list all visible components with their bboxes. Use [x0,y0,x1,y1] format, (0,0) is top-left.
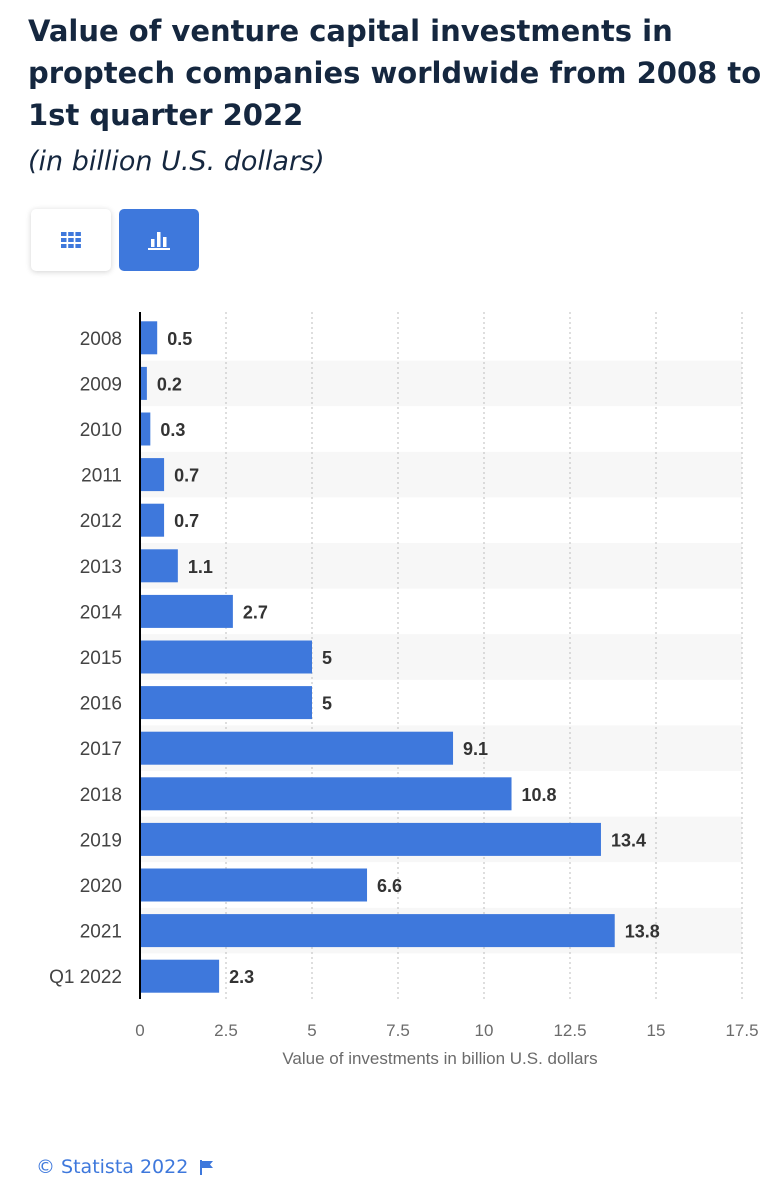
bar[interactable] [140,321,158,355]
chart-subtitle: (in billion U.S. dollars) [28,146,325,177]
footer: © Statista 2022 [36,1156,214,1178]
row-band [140,451,742,498]
x-axis-label: Value of investments in billion U.S. dol… [282,1049,597,1068]
x-tick-label: 2.5 [214,1021,238,1040]
y-tick-label: 2011 [81,466,122,487]
x-tick-label: 7.5 [386,1021,410,1040]
data-label: 2.7 [243,602,268,622]
bar[interactable] [140,686,312,720]
y-tick-label: 2016 [80,694,122,715]
x-tick-label: 15 [647,1021,666,1040]
y-tick-label: 2010 [80,420,122,441]
data-label: 10.8 [522,785,557,805]
bar[interactable] [140,868,368,902]
y-tick-label: Q1 2022 [49,967,122,988]
y-tick-label: 2021 [80,922,122,943]
data-label: 6.6 [377,876,402,896]
bar[interactable] [140,822,601,856]
y-tick-label: 2009 [80,374,122,395]
flag-icon[interactable] [200,1159,214,1175]
x-tick-label: 5 [307,1021,316,1040]
bar[interactable] [140,777,512,811]
bar[interactable] [140,914,615,948]
bar[interactable] [140,412,151,446]
y-tick-label: 2014 [80,602,123,623]
grid-table-icon [61,232,81,248]
bar-chart-icon [148,232,170,250]
bar[interactable] [140,458,165,492]
data-label: 9.1 [463,739,488,759]
bar[interactable] [140,731,454,765]
data-label: 13.8 [625,922,660,942]
copyright-text[interactable]: © Statista 2022 [36,1156,189,1178]
bar[interactable] [140,594,233,628]
data-label: 0.5 [167,329,192,349]
row-band [140,543,742,589]
x-tick-label: 17.5 [725,1021,758,1040]
data-label: 0.3 [160,420,185,440]
x-tick-label: 12.5 [553,1021,586,1040]
y-tick-label: 2020 [80,876,122,897]
y-tick-label: 2018 [80,785,122,806]
bar[interactable] [140,366,147,400]
y-tick-label: 2017 [80,739,122,760]
data-label: 2.3 [229,967,254,987]
data-label: 1.1 [188,557,213,577]
bar[interactable] [140,959,220,993]
chart-title: Value of venture capital investments in … [28,14,762,132]
data-label: 5 [322,648,332,668]
y-tick-label: 2013 [80,557,122,578]
y-tick-label: 2015 [80,648,122,669]
y-tick-label: 2012 [80,511,122,532]
data-label: 0.7 [174,511,199,531]
bar[interactable] [140,549,178,583]
bar-chart: 2008 2009 2010 2011 2012 2013 2014 2015 2016 2017… [49,312,759,1068]
bar[interactable] [140,503,165,537]
x-tick-label: 10 [475,1021,494,1040]
table-view-button[interactable] [31,209,111,271]
data-label: 0.7 [174,466,199,486]
bar[interactable] [140,640,312,674]
data-label: 0.2 [157,374,182,394]
x-tick-label: 0 [135,1021,144,1040]
data-label: 13.4 [611,830,646,850]
y-tick-label: 2019 [80,830,122,851]
row-band [140,360,742,407]
y-tick-label: 2008 [80,329,122,350]
data-label: 5 [322,694,332,714]
chart-view-button[interactable] [119,209,199,271]
